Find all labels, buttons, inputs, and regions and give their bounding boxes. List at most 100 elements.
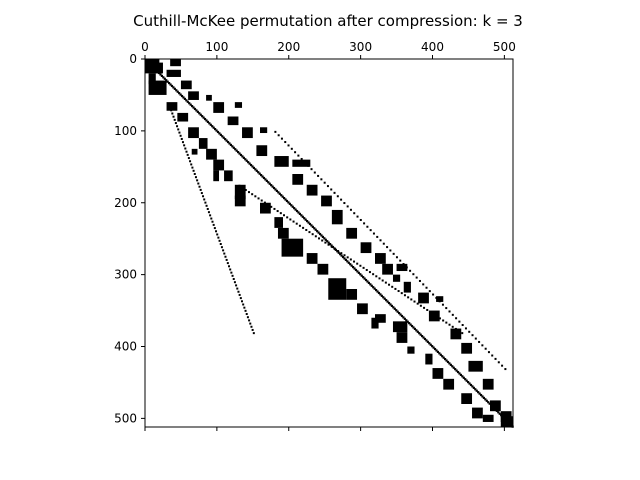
diagonal-mark: [247, 161, 250, 164]
diagonal-mark: [251, 165, 254, 168]
band-mark: [438, 317, 441, 320]
band-mark: [353, 212, 356, 215]
diagonal-mark: [231, 145, 234, 148]
nonzero-block: [177, 112, 189, 122]
band-mark: [356, 262, 359, 265]
diagonal-mark: [235, 149, 238, 152]
diagonal-mark: [182, 96, 185, 99]
band-mark: [226, 262, 229, 265]
band-mark: [206, 207, 209, 210]
diagonal-mark: [485, 399, 488, 402]
diagonal-mark: [382, 296, 385, 299]
band-mark: [359, 218, 362, 221]
diagonal-mark: [215, 129, 218, 132]
diagonal-mark: [212, 126, 215, 129]
diagonal-mark: [451, 365, 454, 368]
nonzero-marks: [145, 59, 514, 428]
band-mark: [400, 292, 403, 295]
band-mark: [323, 181, 326, 184]
diagonal-mark: [370, 284, 373, 287]
diagonal-mark: [264, 178, 267, 181]
band-mark: [254, 195, 257, 198]
band-mark: [376, 235, 379, 238]
band-mark: [455, 317, 458, 320]
band-mark: [429, 311, 432, 314]
band-mark: [210, 217, 213, 220]
nonzero-block: [396, 263, 408, 272]
diagonal-mark: [363, 277, 366, 280]
band-mark: [286, 216, 289, 219]
diagonal-mark: [160, 74, 164, 78]
y-tick-label: 500: [114, 411, 137, 425]
band-mark: [294, 151, 297, 154]
diagonal-mark: [298, 212, 302, 216]
diagonal-mark: [206, 120, 210, 124]
diagonal-mark: [419, 333, 422, 336]
diagonal-mark: [268, 182, 271, 185]
band-mark: [337, 250, 340, 253]
diagonal-mark: [471, 385, 474, 388]
diagonal-mark: [196, 110, 199, 113]
band-mark: [197, 182, 200, 185]
diagonal-mark: [418, 332, 421, 335]
diagonal-mark: [265, 179, 268, 182]
y-tick-label: 400: [114, 340, 137, 354]
band-mark: [448, 323, 451, 326]
band-mark: [399, 259, 402, 262]
diagonal-mark: [449, 363, 452, 366]
y-tick-label: 100: [114, 124, 137, 138]
diagonal-mark: [484, 398, 487, 401]
diagonal-mark: [255, 169, 258, 172]
nonzero-block: [392, 321, 408, 333]
nonzero-block: [360, 242, 372, 254]
band-mark: [248, 319, 251, 322]
band-mark: [177, 128, 180, 131]
band-mark: [250, 325, 253, 328]
band-mark: [426, 308, 429, 311]
band-mark: [438, 300, 441, 303]
diagonal-mark: [277, 191, 280, 194]
band-mark: [202, 195, 205, 198]
band-mark: [487, 351, 490, 354]
diagonal-mark: [229, 143, 233, 147]
nonzero-block: [461, 342, 473, 354]
band-mark: [471, 334, 474, 337]
nonzero-block: [206, 94, 212, 101]
diagonal-mark: [290, 204, 293, 207]
diagonal-mark: [330, 244, 333, 247]
nonzero-block: [461, 393, 473, 404]
nonzero-block: [407, 346, 415, 354]
band-mark: [478, 340, 481, 343]
diagonal-mark: [295, 209, 299, 213]
y-axis: 0 100 200 300 400 500: [114, 52, 145, 425]
diagonal-mark: [270, 184, 273, 187]
band-mark: [228, 265, 231, 268]
diagonal-mark: [198, 112, 201, 115]
nonzero-block: [371, 317, 379, 329]
band-mark: [300, 157, 303, 160]
diagonal-mark: [313, 227, 316, 230]
band-mark: [375, 275, 378, 278]
band-mark: [238, 184, 241, 187]
diagonal-mark: [180, 94, 184, 98]
diagonal-mark: [344, 258, 348, 262]
diagonal-mark: [360, 274, 363, 277]
diagonal-mark: [482, 396, 486, 400]
y-tick-label: 0: [129, 52, 137, 66]
band-mark: [207, 211, 210, 214]
band-mark: [216, 233, 219, 236]
band-mark: [451, 313, 454, 316]
band-mark: [395, 256, 398, 259]
nonzero-block: [166, 69, 181, 77]
diagonal-mark: [219, 133, 222, 136]
band-mark: [213, 227, 216, 230]
band-mark: [292, 220, 295, 223]
nonzero-block: [188, 91, 199, 100]
diagonal-mark: [179, 93, 182, 96]
nonzero-block: [472, 407, 483, 419]
band-mark: [308, 231, 311, 234]
band-mark: [229, 268, 232, 271]
band-mark: [366, 225, 369, 228]
band-mark: [170, 109, 173, 112]
band-mark: [246, 316, 249, 319]
